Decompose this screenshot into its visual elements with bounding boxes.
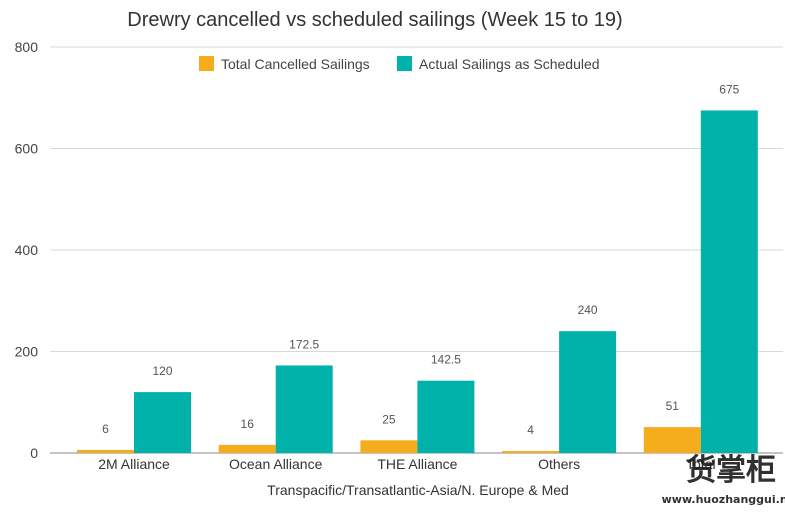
watermark-url: www.huozhanggui.net [662,493,785,506]
data-labels: 6 120 16 172.5 25 142.5 4 240 51 675 [102,82,739,437]
data-label: 16 [241,417,255,431]
x-tick-label: 2M Alliance [98,456,170,472]
data-label: 142.5 [431,353,461,367]
bar [134,392,191,453]
y-tick-label: 600 [15,141,39,157]
x-axis-label: Transpacific/Transatlantic-Asia/N. Europ… [267,482,569,498]
legend: Total Cancelled Sailings Actual Sailings … [199,56,600,72]
watermark-logo-text: 货掌柜 [686,453,776,488]
data-label: 120 [152,364,172,378]
bar [218,444,276,453]
x-axis-categories: 2M Alliance Ocean Alliance THE Alliance Oth… [98,456,715,472]
y-tick-label: 0 [30,445,38,461]
data-label: 675 [719,82,739,96]
y-axis-ticks: 0 200 400 600 800 [15,39,39,461]
legend-swatch [199,56,214,71]
legend-swatch [397,56,412,71]
bar [643,427,701,453]
bar [417,380,475,453]
x-tick-label: Others [538,456,580,472]
x-tick-label: THE Alliance [377,456,457,472]
x-tick-label: Total [686,456,716,472]
legend-label: Total Cancelled Sailings [221,56,370,72]
bar [77,449,134,453]
x-tick-label: Ocean Alliance [229,456,323,472]
y-tick-label: 200 [15,344,39,360]
data-label: 4 [527,423,534,437]
watermark-logo: 货掌柜 www.huozhanggui.net [662,453,785,506]
data-label: 51 [666,399,680,413]
bar [275,365,333,453]
data-label: 25 [382,412,396,426]
y-tick-label: 800 [15,39,39,55]
bar [559,331,617,453]
bar [360,440,418,453]
data-label: 6 [102,422,109,436]
data-label: 240 [578,303,598,317]
data-label: 172.5 [289,337,319,351]
bars [77,110,758,453]
y-tick-label: 400 [15,242,39,258]
bar [502,450,560,453]
chart-title: Drewry cancelled vs scheduled sailings (… [127,9,622,31]
bar [700,110,758,453]
legend-label: Actual Sailings as Scheduled [419,56,600,72]
